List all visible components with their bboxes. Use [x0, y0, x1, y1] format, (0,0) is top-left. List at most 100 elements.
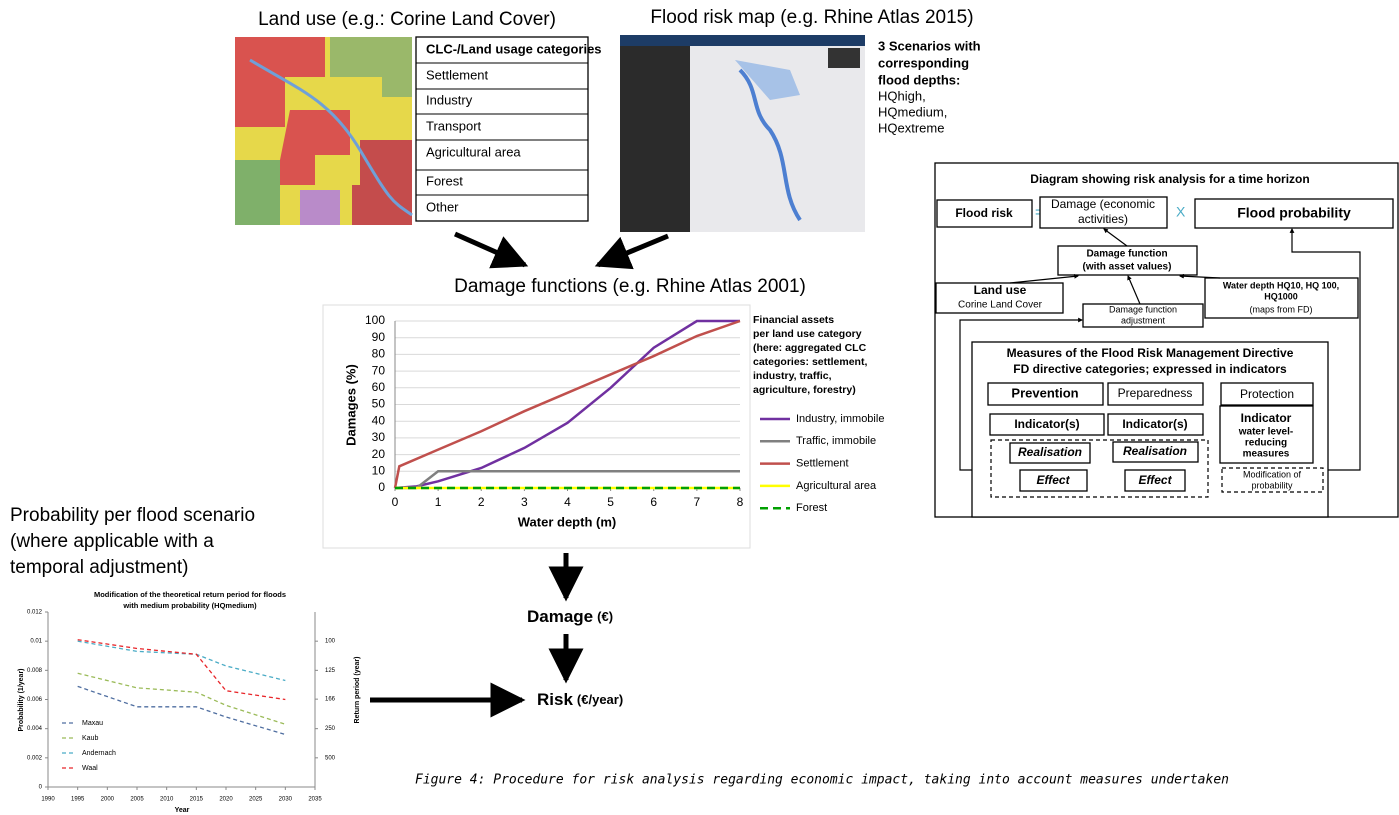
table-header: CLC-/Land usage categories — [426, 41, 602, 56]
caption: Figure 4: Procedure for risk analysis re… — [415, 773, 1229, 788]
flow-arrow — [455, 234, 525, 265]
y-tick-label: 0.006 — [27, 697, 43, 703]
series-line — [78, 641, 286, 680]
y-tick-label: 50 — [372, 397, 386, 411]
land-use-map — [235, 37, 412, 225]
probability-heading: Probability per flood scenario — [10, 505, 255, 526]
legend-label: Waal — [82, 765, 98, 772]
x-tick-label: 2025 — [249, 797, 263, 803]
probability-heading: (where applicable with a — [10, 531, 214, 552]
legend-label: Traffic, immobile — [796, 435, 876, 447]
node: activities) — [1078, 212, 1128, 226]
effect: Effect — [1138, 473, 1172, 487]
legend-label: Kaub — [82, 735, 98, 742]
node: Flood probability — [1237, 205, 1351, 221]
flood-map-screenshot — [620, 35, 865, 232]
y-axis-label: Damages (%) — [343, 364, 358, 446]
indicator: water level- — [1238, 427, 1293, 438]
x-tick-label: 2 — [478, 495, 485, 509]
damage-result: Damage (€) — [527, 607, 613, 626]
y-tick-label: 10 — [372, 463, 386, 477]
table-cell: Other — [426, 199, 459, 214]
table-cell: Forest — [426, 173, 463, 188]
x-tick-label: 1 — [435, 495, 442, 509]
node: Water depth HQ10, HQ 100, — [1223, 280, 1339, 290]
y-tick-label: 60 — [372, 380, 386, 394]
chart-note: Financial assets — [753, 314, 834, 326]
unit: (€) — [597, 609, 613, 624]
y-tick-label: 20 — [372, 447, 386, 461]
indicator: Indicator — [1241, 411, 1292, 425]
flow-arrow — [598, 236, 668, 265]
legend-label: Industry, immobile — [796, 413, 884, 425]
scenario-note: flood depths: — [878, 72, 960, 87]
y-tick-label: 30 — [372, 430, 386, 444]
x-tick-label: 6 — [650, 495, 657, 509]
risk-result: Risk (€/year) — [537, 690, 623, 709]
legend-label: Maxau — [82, 720, 103, 727]
land-use-title: Land use (e.g.: Corine Land Cover) — [258, 9, 556, 30]
chart-note: industry, traffic, — [753, 370, 832, 382]
x-axis-label: Year — [175, 807, 190, 814]
indicator: reducing — [1245, 438, 1287, 449]
y-tick-label: 0.01 — [30, 639, 42, 645]
diagram-title: Diagram showing risk analysis for a time… — [1030, 172, 1309, 186]
y-tick-label: 0 — [39, 785, 43, 791]
y-tick-label: 0 — [378, 480, 385, 494]
category: Prevention — [1011, 385, 1078, 400]
chart-note: per land use category — [753, 328, 862, 340]
node: Damage function — [1109, 304, 1177, 314]
indicator: Indicator(s) — [1014, 417, 1079, 431]
legend-label: Agricultural area — [796, 480, 877, 492]
legend-label: Andernach — [82, 750, 116, 757]
y-tick-label: 100 — [365, 313, 385, 327]
x-tick-label: 7 — [694, 495, 701, 509]
y-tick-label: 90 — [372, 330, 386, 344]
y-tick-label: 0.004 — [27, 726, 43, 732]
chart-title: with medium probability (HQmedium) — [122, 601, 257, 610]
node: Corine Land Cover — [958, 300, 1043, 311]
node: Flood risk — [955, 206, 1013, 220]
modification: probability — [1251, 480, 1293, 490]
x-tick-label: 1995 — [71, 797, 85, 803]
table-cell: Agricultural area — [426, 144, 521, 159]
y2-tick-label: 250 — [325, 726, 336, 732]
chart-note: categories: settlement, — [753, 356, 867, 368]
x-tick-label: 2015 — [190, 797, 204, 803]
indicator: measures — [1243, 449, 1290, 460]
scenario: HQmedium, — [878, 104, 947, 119]
scenario-note: corresponding — [878, 55, 969, 70]
legend-label: Settlement — [796, 458, 849, 470]
y2-tick-label: 125 — [325, 668, 336, 674]
node: Land use — [974, 283, 1027, 297]
category: Protection — [1240, 387, 1294, 401]
x-tick-label: 5 — [607, 495, 614, 509]
y-tick-label: 70 — [372, 363, 386, 377]
category: Preparedness — [1118, 386, 1193, 400]
y-tick-label: 0.002 — [27, 755, 43, 761]
y2-tick-label: 100 — [325, 639, 336, 645]
figure: Land use (e.g.: Corine Land Cover) CLC-/… — [0, 0, 1399, 815]
label: Risk — [537, 690, 573, 709]
node: HQ1000 — [1264, 291, 1298, 301]
node: Damage function — [1086, 249, 1167, 260]
scenario-note: 3 Scenarios with — [878, 38, 981, 53]
x-tick-label: 8 — [737, 495, 744, 509]
indicator: Indicator(s) — [1122, 417, 1187, 431]
y-tick-label: 40 — [372, 413, 386, 427]
x-tick-label: 2035 — [308, 797, 322, 803]
y2-axis-label: Return period (year) — [354, 657, 361, 724]
node: (maps from FD) — [1250, 304, 1313, 314]
series-line — [78, 673, 286, 724]
land-use-table: CLC-/Land usage categories Settlement In… — [416, 37, 602, 221]
scenario: HQhigh, — [878, 88, 926, 103]
table-cell: Transport — [426, 118, 482, 133]
unit: (€/year) — [577, 692, 623, 707]
y2-tick-label: 166 — [325, 697, 336, 703]
y-tick-label: 80 — [372, 347, 386, 361]
node: Damage (economic — [1051, 197, 1155, 211]
label: Damage — [527, 607, 593, 626]
effect: Effect — [1036, 473, 1070, 487]
realisation: Realisation — [1018, 445, 1082, 459]
scenario: HQextreme — [878, 120, 944, 135]
